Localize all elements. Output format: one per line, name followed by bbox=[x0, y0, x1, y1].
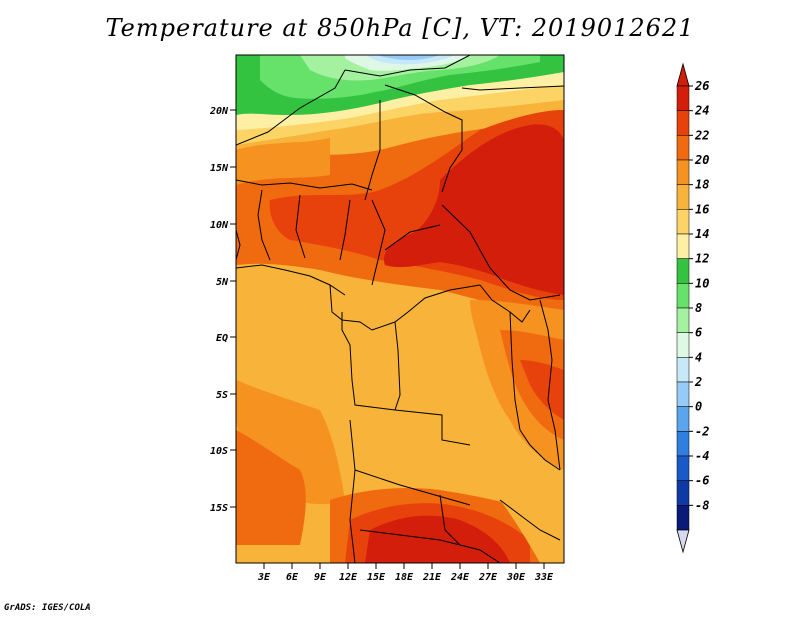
colorbar-label: 2 bbox=[694, 375, 702, 389]
colorbar-segment bbox=[676, 233, 690, 259]
colorbar-label: 10 bbox=[695, 276, 709, 290]
colorbar-segment bbox=[676, 110, 690, 136]
colorbar-segment bbox=[676, 135, 690, 161]
colorbar-segment bbox=[676, 307, 690, 333]
map-frame bbox=[235, 54, 565, 564]
chart-title: Temperature at 850hPa [C], VT: 201901262… bbox=[105, 14, 695, 42]
colorbar-label: 22 bbox=[694, 128, 709, 142]
country-borders bbox=[236, 55, 564, 563]
colorbar-label: 14 bbox=[695, 227, 709, 241]
colorbar-label: 0 bbox=[695, 400, 702, 414]
colorbar-segment bbox=[676, 184, 690, 210]
lon-tick-label: 30E bbox=[506, 572, 526, 583]
colorbar-label: 20 bbox=[694, 153, 709, 167]
footer-credit: GrADS: IGES/COLA bbox=[4, 603, 91, 613]
lat-tick-label: 10S bbox=[210, 446, 228, 457]
colorbar-label: -6 bbox=[695, 474, 709, 488]
colorbar-segment bbox=[676, 258, 690, 284]
lon-tick-label: 3E bbox=[257, 572, 271, 583]
colorbar-segment bbox=[676, 455, 690, 481]
lat-tick-label: 15S bbox=[210, 503, 228, 514]
colorbar-segment bbox=[676, 381, 690, 407]
colorbar-label: -2 bbox=[695, 424, 709, 438]
colorbar-label: 16 bbox=[695, 202, 709, 216]
colorbar-label: 26 bbox=[694, 79, 709, 93]
lon-tick-label: 12E bbox=[339, 572, 358, 583]
lon-tick-label: 24E bbox=[450, 572, 470, 583]
lon-tick-label: 18E bbox=[395, 572, 414, 583]
colorbar-segment bbox=[676, 332, 690, 358]
colorbar-label: 4 bbox=[695, 350, 702, 364]
colorbar-segment bbox=[676, 283, 690, 309]
colorbar-segment bbox=[676, 159, 690, 185]
colorbar-segment bbox=[676, 431, 690, 457]
lat-tick-label: 5S bbox=[216, 390, 228, 401]
lon-tick-label: 15E bbox=[367, 572, 386, 583]
colorbar-label: -8 bbox=[695, 498, 709, 512]
colorbar-segment bbox=[676, 480, 690, 506]
lon-tick-label: 33E bbox=[534, 572, 554, 583]
colorbar-label: 12 bbox=[695, 252, 709, 266]
temperature-field bbox=[236, 55, 564, 563]
lat-axis: 20N 15N 10N 5N EQ 5S 10S 15S bbox=[209, 106, 236, 514]
colorbar-segment bbox=[676, 505, 690, 531]
lon-tick-label: 21E bbox=[422, 572, 442, 583]
colorbar-label: -4 bbox=[695, 449, 709, 463]
colorbar-label: 6 bbox=[695, 326, 702, 340]
colorbar-segment bbox=[676, 209, 690, 235]
lat-tick-label: 20N bbox=[209, 106, 229, 117]
lon-tick-label: 27E bbox=[478, 572, 498, 583]
colorbar-label: 8 bbox=[695, 301, 702, 315]
colorbar-top-cap bbox=[676, 62, 690, 87]
lon-tick-label: 9E bbox=[314, 572, 327, 583]
colorbar-segment bbox=[676, 85, 690, 111]
lon-axis: 3E 6E 9E 12E 15E 18E 21E 24E 27E 30E 33E bbox=[257, 563, 554, 583]
lat-tick-label: 15N bbox=[210, 163, 229, 174]
lat-tick-label: 5N bbox=[216, 277, 229, 288]
colorbar-segment bbox=[676, 406, 690, 432]
colorbar-label: 24 bbox=[694, 104, 709, 118]
lon-tick-label: 6E bbox=[286, 572, 299, 583]
lat-tick-label: 10N bbox=[210, 220, 229, 231]
colorbar-label: 18 bbox=[695, 178, 709, 192]
colorbar-bottom-cap bbox=[676, 529, 690, 554]
lat-tick-label: EQ bbox=[216, 333, 228, 344]
colorbar-segment bbox=[676, 357, 690, 383]
